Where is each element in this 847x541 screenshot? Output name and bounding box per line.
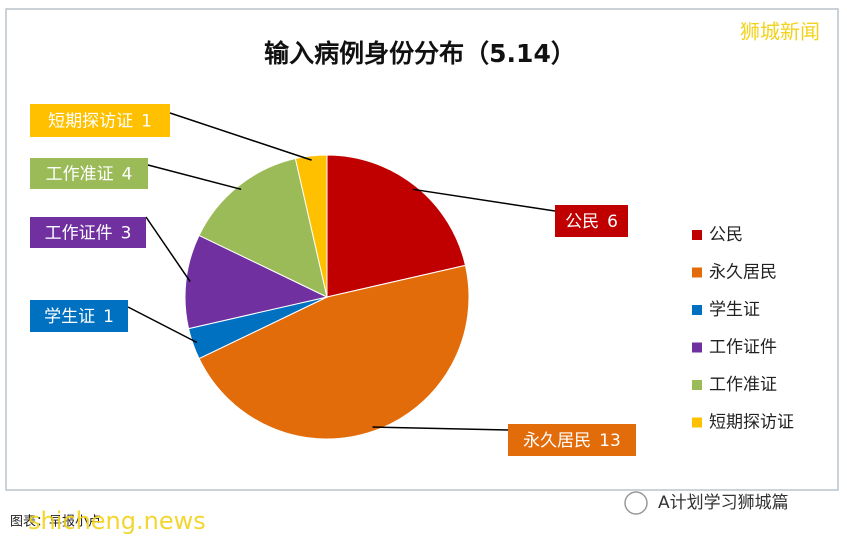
data-label-category: 工作准证 — [46, 165, 114, 185]
data-label-value: 1 — [103, 307, 114, 327]
legend-label: 公民 — [709, 225, 743, 245]
legend-swatch — [692, 305, 702, 315]
data-label-value: 1 — [141, 112, 152, 132]
pie-slice — [184, 234, 329, 330]
legend-label: 短期探访证 — [709, 413, 794, 433]
data-label-value: 6 — [607, 212, 618, 232]
data-label-value: 4 — [122, 165, 133, 185]
pie-slice — [198, 264, 470, 440]
leader-line — [169, 112, 312, 161]
legend-label: 学生证 — [709, 300, 760, 320]
data-label-box — [30, 217, 146, 248]
legend-swatch — [692, 380, 702, 390]
legend-swatch — [692, 417, 702, 428]
data-label-box — [30, 104, 170, 137]
data-label-category: 公民 — [565, 212, 599, 232]
brand-watermark: 狮城新闻 — [740, 20, 820, 44]
legend-swatch — [692, 342, 702, 353]
data-label-box — [30, 300, 128, 332]
data-label-box — [30, 158, 148, 189]
data-label: 永久居民 13 — [523, 431, 621, 451]
data-label-category: 永久居民 — [523, 431, 591, 451]
legend-label: 工作证件 — [709, 338, 777, 358]
legend-label: 工作准证 — [709, 375, 777, 395]
leader-line — [127, 306, 198, 344]
leader-line — [372, 426, 509, 431]
chart-title: 输入病例身份分布（5.14） — [264, 39, 576, 68]
data-label-category: 工作证件 — [45, 224, 113, 244]
data-label: 工作准证 4 — [46, 165, 133, 185]
wechat-icon — [624, 491, 648, 515]
leader-line — [147, 164, 242, 191]
data-label-box — [508, 424, 636, 456]
data-label-category: 短期探访证 — [48, 112, 133, 132]
legend-label: 永久居民 — [709, 263, 777, 283]
account-name: A计划学习狮城篇 — [658, 493, 789, 513]
data-label: 工作证件 3 — [45, 224, 132, 244]
data-label-category: 学生证 — [44, 307, 95, 327]
data-label-value: 13 — [599, 431, 621, 451]
legend-swatch — [692, 267, 702, 278]
legend-swatch — [692, 230, 702, 240]
leader-line — [145, 216, 191, 283]
pie-slice — [326, 154, 467, 298]
data-label-value: 3 — [121, 224, 132, 244]
pie-slice — [294, 154, 328, 298]
data-label: 短期探访证 1 — [48, 112, 152, 132]
pie-slice — [198, 157, 328, 298]
leader-line — [412, 188, 556, 212]
credit: 图表：早报小卢 — [10, 514, 101, 530]
data-label: 公民 6 — [565, 212, 618, 232]
data-label: 学生证 1 — [44, 307, 114, 327]
site-watermark: shicheng.news — [28, 507, 206, 535]
data-label-box — [555, 205, 628, 237]
